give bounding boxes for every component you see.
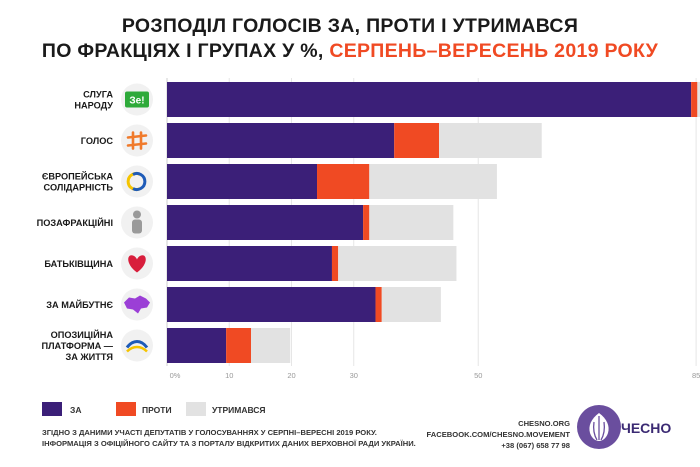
x-tick-label-2: 20 — [287, 371, 295, 380]
bar-proty-3 — [363, 205, 370, 240]
bar-za-5 — [167, 287, 376, 322]
contact-info: CHESNO.ORG FACEBOOK.COM/CHESNO.MOVEMENT … — [427, 418, 570, 451]
legend-swatch-utrymavsia — [186, 402, 206, 416]
category-label-1-0: ГОЛОС — [81, 136, 114, 146]
holos-logo-icon — [121, 124, 153, 157]
category-label-2-0: ЄВРОПЕЙСЬКА — [42, 171, 114, 182]
category-label-6-0: ОПОЗИЦІЙНА — [51, 329, 114, 340]
bar-utrymavsia-4 — [338, 246, 457, 281]
bar-za-6 — [167, 328, 227, 363]
category-label-6-1: ПЛАТФОРМА — — [41, 341, 113, 351]
es-logo-icon — [121, 165, 153, 198]
x-tick-label-5: 85 — [692, 371, 700, 380]
legend-label-utrymavsia: УТРИМАВСЯ — [212, 405, 266, 415]
bar-za-0 — [167, 82, 692, 117]
legend-label-za: ЗА — [70, 405, 82, 415]
contact-facebook[interactable]: FACEBOOK.COM/CHESNO.MOVEMENT — [426, 430, 570, 439]
bar-utrymavsia-6 — [251, 328, 291, 363]
contact-site[interactable]: CHESNO.ORG — [518, 419, 570, 428]
bar-utrymavsia-2 — [369, 164, 497, 199]
bar-za-3 — [167, 205, 364, 240]
legend-label-proty: ПРОТИ — [142, 405, 172, 415]
bar-za-2 — [167, 164, 318, 199]
bar-proty-0 — [691, 82, 698, 117]
category-label-6-2: ЗА ЖИТТЯ — [65, 352, 113, 362]
chart-title-line1: РОЗПОДІЛ ГОЛОСІВ ЗА, ПРОТИ І УТРИМАВСЯ — [121, 15, 579, 37]
svg-text:Зе!: Зе! — [129, 96, 144, 107]
bar-proty-2 — [317, 164, 370, 199]
bar-proty-6 — [226, 328, 252, 363]
x-tick-label-1: 10 — [225, 371, 233, 380]
chesno-logo-icon — [576, 404, 622, 450]
legend-swatch-proty — [116, 402, 136, 416]
ze-logo-icon: Зе! — [121, 83, 153, 116]
bar-utrymavsia-5 — [381, 287, 441, 322]
bar-proty-4 — [331, 246, 339, 281]
x-tick-label-0: 0% — [170, 371, 181, 380]
category-label-3-0: ПОЗАФРАКЦІЙНІ — [37, 217, 113, 228]
bar-za-4 — [167, 246, 332, 281]
chart-title-main: ПО ФРАКЦІЯХ І ГРУПАХ У %, — [41, 40, 324, 62]
x-tick-label-4: 50 — [474, 371, 482, 380]
category-label-5-0: ЗА МАЙБУТНЄ — [46, 299, 113, 310]
chart-title-accent: СЕРПЕНЬ–ВЕРЕСЕНЬ 2019 РОКУ — [329, 40, 659, 62]
x-tick-label-3: 30 — [350, 371, 358, 380]
source-note: ЗГІДНО З ДАНИМИ УЧАСТІ ДЕПУТАТІВ У ГОЛОС… — [42, 427, 416, 449]
person-icon — [121, 206, 153, 239]
bar-utrymavsia-3 — [369, 205, 454, 240]
bar-utrymavsia-1 — [439, 123, 542, 158]
category-label-0-0: СЛУГА — [83, 90, 113, 100]
opzzh-logo-icon — [121, 329, 153, 362]
contact-phone: +38 (067) 658 77 98 — [501, 441, 570, 450]
source-line-1: ЗГІДНО З ДАНИМИ УЧАСТІ ДЕПУТАТІВ У ГОЛОС… — [42, 428, 377, 437]
bar-za-1 — [167, 123, 395, 158]
brand-name: ЧЕСНО — [621, 420, 672, 436]
bar-proty-5 — [375, 287, 382, 322]
bar-proty-1 — [394, 123, 440, 158]
category-label-0-1: НАРОДУ — [74, 101, 113, 111]
ukraine-map-icon — [121, 288, 153, 321]
source-line-2: ІНФОРМАЦІЯ З ОФІЦІЙНОГО САЙТУ ТА З ПОРТА… — [42, 439, 416, 448]
bar-utrymavsia-0 — [697, 82, 700, 117]
category-label-4-0: БАТЬКІВЩИНА — [44, 259, 113, 269]
legend-swatch-za — [42, 402, 62, 416]
category-label-2-1: СОЛІДАРНІСТЬ — [44, 183, 114, 193]
chart-title-line2: ПО ФРАКЦІЯХ І ГРУПАХ У %, СЕРПЕНЬ–ВЕРЕСЕ… — [0, 39, 700, 63]
heart-icon — [121, 247, 153, 280]
